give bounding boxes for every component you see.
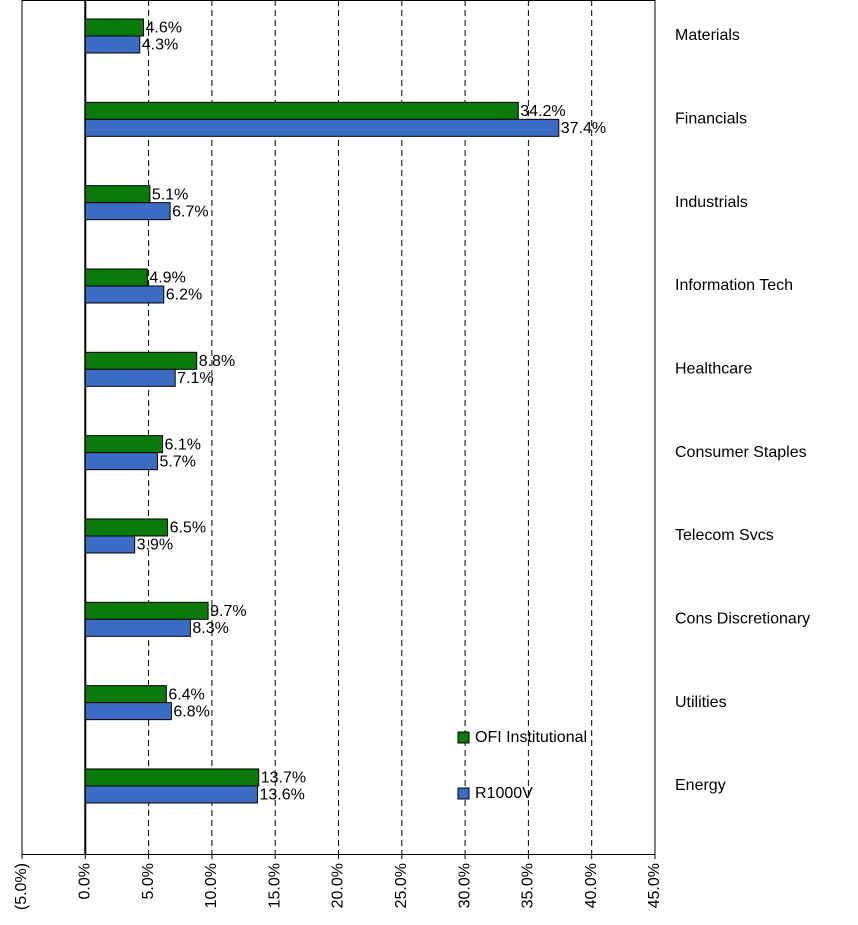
data-label: 6.7%: [172, 203, 208, 220]
data-label: 4.6%: [146, 20, 182, 37]
x-tick-label: 35.0%: [520, 863, 537, 908]
x-tick-label: 5.0%: [140, 863, 157, 899]
bar: [84, 351, 198, 370]
data-label: 37.4%: [561, 120, 606, 137]
data-label: 6.5%: [170, 520, 206, 537]
bar: [84, 685, 167, 704]
data-label: 13.7%: [261, 770, 306, 787]
bar: [84, 768, 260, 787]
x-tick-label: 40.0%: [583, 863, 600, 908]
x-tick-label: (5.0%): [13, 863, 30, 910]
bar: [84, 118, 560, 137]
category-label: Utilities: [675, 694, 727, 711]
legend-swatch: [457, 731, 470, 744]
x-tick-label: 25.0%: [393, 863, 410, 908]
bar: [84, 435, 164, 454]
data-label: 9.7%: [210, 603, 246, 620]
x-tick-label: 15.0%: [266, 863, 283, 908]
data-label: 4.9%: [149, 270, 185, 287]
bar: [84, 618, 191, 637]
category-label: Energy: [675, 777, 726, 794]
category-label: Information Tech: [675, 277, 793, 294]
bar: [84, 285, 165, 304]
bar: [84, 185, 151, 204]
bar: [84, 202, 171, 221]
data-label: 13.6%: [259, 787, 304, 804]
data-label: 7.1%: [177, 370, 213, 387]
data-label: 3.9%: [137, 537, 173, 554]
data-label: 34.2%: [520, 103, 565, 120]
legend-label: R1000V: [475, 785, 533, 802]
data-label: 5.1%: [152, 186, 188, 203]
bar: [84, 368, 176, 387]
data-label: 6.8%: [173, 703, 209, 720]
bar: [84, 535, 136, 554]
legend-label: OFI Institutional: [475, 729, 587, 746]
legend-swatch: [457, 787, 470, 800]
data-label: 8.3%: [192, 620, 228, 637]
category-label: Industrials: [675, 194, 748, 211]
data-label: 8.8%: [199, 353, 235, 370]
bar: [84, 268, 148, 287]
category-label: Telecom Svcs: [675, 527, 774, 544]
category-label: Healthcare: [675, 361, 752, 378]
data-label: 6.1%: [165, 436, 201, 453]
x-tick-label: 0.0%: [77, 863, 94, 899]
data-label: 6.2%: [166, 287, 202, 304]
bar: [84, 702, 172, 721]
bar: [84, 101, 519, 120]
x-tick-label: 30.0%: [456, 863, 473, 908]
bar: [84, 18, 145, 37]
data-label: 5.7%: [159, 453, 195, 470]
x-tick-label: 45.0%: [646, 863, 663, 908]
data-label: 6.4%: [168, 686, 204, 703]
bar: [84, 35, 141, 54]
bar: [84, 518, 169, 537]
category-label: Cons Discretionary: [675, 611, 810, 628]
bar: [84, 601, 209, 620]
x-tick-label: 20.0%: [330, 863, 347, 908]
x-tick-label: 10.0%: [203, 863, 220, 908]
category-label: Consumer Staples: [675, 444, 807, 461]
bar: [84, 452, 158, 471]
category-label: Financials: [675, 111, 747, 128]
bar: [84, 785, 258, 804]
category-label: Materials: [675, 27, 740, 44]
data-label: 4.3%: [142, 37, 178, 54]
